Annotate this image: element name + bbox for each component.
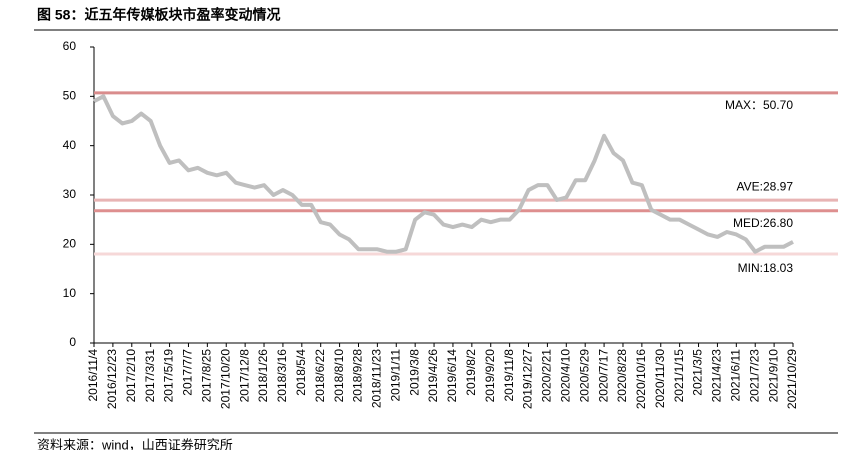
x-tick-label: 2021/9/10 <box>766 349 780 403</box>
x-tick-label: 2018/5/4 <box>294 349 308 396</box>
x-tick-label: 2017/3/31 <box>143 349 157 403</box>
y-tick-label: 10 <box>63 286 77 300</box>
y-tick-label: 30 <box>63 187 77 201</box>
x-tick-label: 2016/11/4 <box>86 349 100 402</box>
x-tick-label: 2021/6/11 <box>728 349 742 402</box>
reference-label: MED:26.80 <box>733 216 793 230</box>
x-tick-label: 2020/4/10 <box>558 349 572 403</box>
x-tick-label: 2021/3/5 <box>691 349 705 396</box>
x-tick-label: 2017/5/19 <box>162 349 176 403</box>
x-tick-label: 2018/6/22 <box>313 349 327 403</box>
x-tick-label: 2017/10/20 <box>218 349 232 409</box>
x-tick-label: 2019/6/14 <box>445 349 459 403</box>
pe-line <box>93 94 794 254</box>
x-tick-label: 2017/2/10 <box>124 349 138 403</box>
x-tick-label: 2018/9/28 <box>351 349 365 403</box>
x-tick-label: 2021/4/23 <box>710 349 724 403</box>
x-tick-label: 2016/12/23 <box>105 349 119 409</box>
chart-title: 图 58：近五年传媒板块市盈率变动情况 <box>37 7 280 23</box>
x-tick-label: 2019/12/27 <box>521 349 535 409</box>
x-tick-label: 2020/8/28 <box>615 349 629 403</box>
x-tick-label: 2018/1/26 <box>256 349 270 403</box>
y-tick-label: 20 <box>63 237 77 251</box>
x-tick-label: 2020/7/17 <box>596 349 610 403</box>
x-tick-label: 2019/3/8 <box>407 349 421 396</box>
x-tick-label: 2020/11/30 <box>653 349 667 408</box>
y-tick-label: 50 <box>63 89 77 103</box>
x-tick-label: 2020/10/16 <box>634 349 648 409</box>
x-tick-label: 2017/12/8 <box>237 349 251 403</box>
x-tick-label: 2021/1/15 <box>672 349 686 403</box>
x-tick-label: 2018/11/23 <box>370 349 384 408</box>
x-tick-label: 2019/4/26 <box>426 349 440 403</box>
y-tick-label: 40 <box>63 138 77 152</box>
x-tick-label: 2019/9/20 <box>483 349 497 403</box>
reference-label: MIN:18.03 <box>738 261 794 275</box>
y-tick-label: 60 <box>63 39 77 53</box>
x-tick-label: 2020/2/21 <box>540 349 554 403</box>
x-tick-label: 2019/1/11 <box>388 349 402 402</box>
reference-label: MAX：50.70 <box>725 98 793 112</box>
x-tick-label: 2021/7/23 <box>747 349 761 403</box>
x-tick-label: 2018/3/16 <box>275 349 289 403</box>
x-tick-label: 2019/8/2 <box>464 349 478 396</box>
y-tick-label: 0 <box>69 335 76 349</box>
x-tick-label: 2019/11/8 <box>502 349 516 402</box>
source: 资料来源：wind，山西证券研究所 <box>37 437 233 450</box>
x-tick-label: 2020/5/29 <box>577 349 591 403</box>
x-tick-label: 2017/8/25 <box>200 349 214 403</box>
x-tick-label: 2018/8/10 <box>332 349 346 403</box>
x-tick-label: 2017/7/7 <box>181 349 195 396</box>
reference-label: AVE:28.97 <box>737 179 794 193</box>
x-tick-label: 2021/10/29 <box>785 349 799 409</box>
